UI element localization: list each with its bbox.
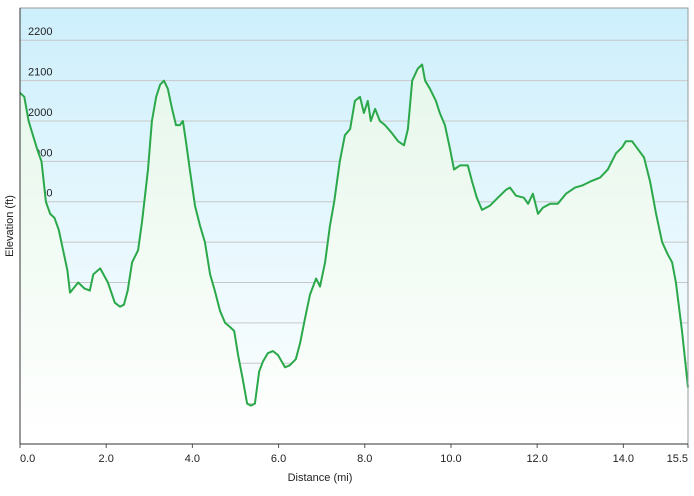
x-tick-label: 12.0 <box>526 453 547 465</box>
x-tick-label: 0.0 <box>20 453 35 465</box>
y-tick-label: 2000 <box>28 107 52 119</box>
x-tick-label: 14.0 <box>613 453 634 465</box>
y-axis-label: Elevation (ft) <box>4 195 16 257</box>
elevation-line <box>19 63 689 407</box>
x-tick-label: 15.5 <box>667 453 688 465</box>
x-tick-label: 2.0 <box>99 453 114 465</box>
x-axis-label: Distance (mi) <box>288 472 353 484</box>
x-tick-label: 10.0 <box>440 453 461 465</box>
y-tick-label: 2200 <box>28 26 52 38</box>
x-tick-label: 4.0 <box>185 453 200 465</box>
area-fill <box>20 64 688 444</box>
x-tick-label: 8.0 <box>357 453 372 465</box>
y-tick-label: 2100 <box>28 67 52 79</box>
x-tick-label: 6.0 <box>271 453 286 465</box>
